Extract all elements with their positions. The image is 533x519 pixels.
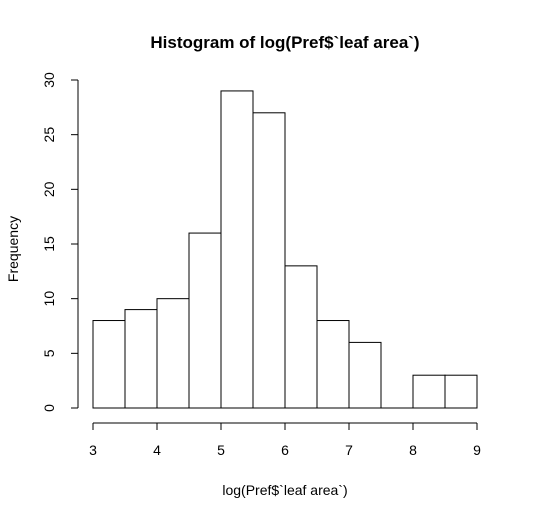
histogram-bar (284, 265, 318, 409)
x-tick-label: 9 (473, 442, 481, 458)
x-axis: 3 4 5 6 7 8 9 (89, 422, 481, 458)
y-tick-label: 15 (41, 236, 57, 252)
y-tick-label: 30 (41, 72, 57, 88)
x-tick-label: 7 (345, 442, 353, 458)
y-axis-label: Frequency (5, 216, 21, 282)
x-tick-label: 4 (153, 442, 161, 458)
histogram-bar (124, 309, 158, 409)
y-tick-label: 25 (41, 127, 57, 143)
chart-title: Histogram of log(Pref$`leaf area`) (150, 33, 419, 52)
x-tick-label: 3 (89, 442, 97, 458)
histogram-bar (188, 232, 222, 409)
histogram-bar (412, 374, 446, 409)
x-tick-label: 6 (281, 442, 289, 458)
histogram-bars (92, 90, 478, 409)
histogram-bar (92, 320, 126, 409)
histogram-bar (220, 90, 254, 409)
histogram-bar (252, 112, 286, 409)
histogram-bar (316, 320, 350, 409)
y-tick-label: 10 (41, 291, 57, 307)
x-tick-label: 8 (409, 442, 417, 458)
x-axis-label: log(Pref$`leaf area`) (222, 482, 347, 498)
y-tick-label: 5 (41, 349, 57, 357)
histogram-bar (444, 374, 478, 409)
y-axis: 0 5 10 15 20 25 30 (41, 72, 79, 412)
y-tick-label: 20 (41, 181, 57, 197)
y-tick-label: 0 (41, 404, 57, 412)
x-tick-label: 5 (217, 442, 225, 458)
histogram-bar (156, 298, 190, 409)
histogram-bar (348, 341, 382, 409)
